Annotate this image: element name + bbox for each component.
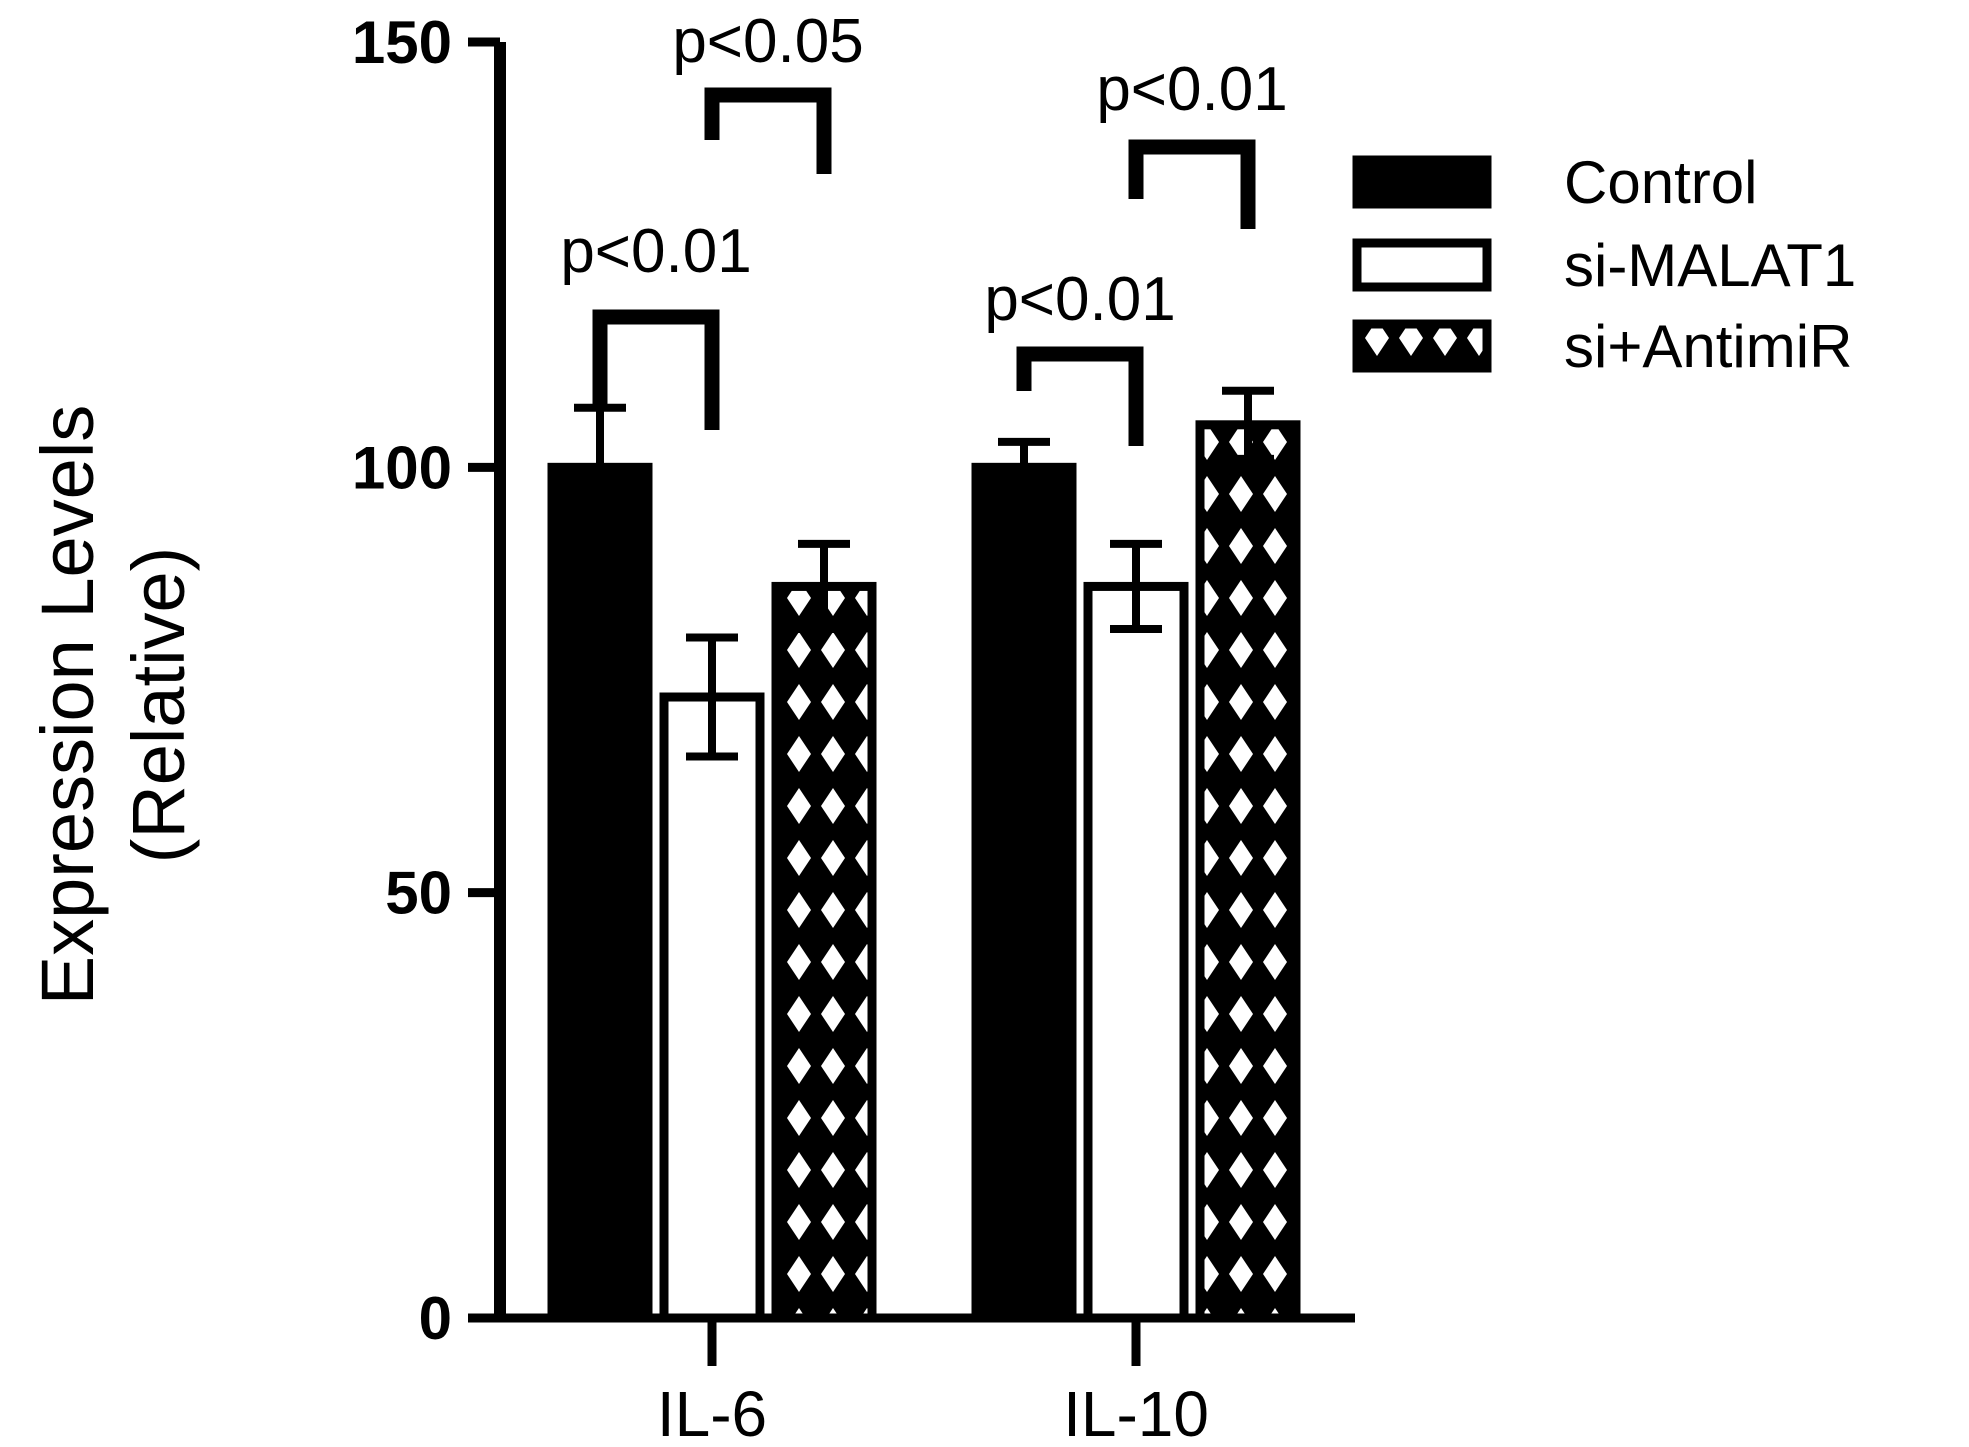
legend-label: si+AntimiR bbox=[1564, 313, 1852, 380]
error-bar-si-malat1-il-10 bbox=[1110, 539, 1162, 633]
bar-si-malat1-il-6 bbox=[659, 692, 765, 1323]
bar-control-il-6 bbox=[547, 462, 653, 1323]
bar-control-il-10 bbox=[971, 462, 1077, 1323]
y-tick-label-150: 150 bbox=[352, 9, 452, 76]
error-bar-si-antimir-il-6 bbox=[798, 539, 850, 633]
significance-bracket-1: p<0.01 bbox=[560, 217, 752, 430]
y-axis-title-line-1: Expression Levels bbox=[26, 405, 109, 1006]
legend-item-si-antimir: si+AntimiR bbox=[1352, 313, 1852, 380]
legend-swatch bbox=[1352, 155, 1492, 209]
bar-si-antimir-il-6 bbox=[771, 581, 877, 1323]
legend-label: si-MALAT1 bbox=[1564, 232, 1856, 299]
bar-si-malat1-il-10 bbox=[1083, 581, 1189, 1323]
legend-item-si-malat1: si-MALAT1 bbox=[1352, 232, 1856, 299]
y-tick-label-100: 100 bbox=[352, 434, 452, 501]
y-axis-title: Expression Levels (Relative) bbox=[26, 405, 200, 1006]
bar-si-antimir-il-10 bbox=[1195, 420, 1301, 1323]
legend-swatch bbox=[1352, 238, 1492, 292]
x-tick-label-il-6: IL-6 bbox=[657, 1378, 767, 1442]
error-bar-control-il-6 bbox=[574, 403, 626, 531]
bracket-line bbox=[592, 309, 720, 430]
bracket-line bbox=[1016, 346, 1144, 446]
bracket-line bbox=[1128, 139, 1256, 229]
y-tick-label-50: 50 bbox=[385, 860, 452, 927]
p-value-label: p<0.01 bbox=[984, 265, 1175, 334]
significance-bracket-3: p<0.01 bbox=[984, 265, 1176, 446]
error-bar-si-antimir-il-10 bbox=[1222, 386, 1274, 463]
legend-label: Control bbox=[1564, 149, 1757, 216]
p-value-label: p<0.05 bbox=[672, 7, 863, 76]
error-bar-si-malat1-il-6 bbox=[686, 633, 738, 761]
x-tick-label-il-10: IL-10 bbox=[1063, 1378, 1209, 1442]
significance-bracket-4: p<0.01 bbox=[1096, 55, 1288, 229]
significance-bracket-2: p<0.05 bbox=[672, 7, 864, 174]
p-value-label: p<0.01 bbox=[1096, 55, 1287, 124]
legend-item-control: Control bbox=[1352, 149, 1757, 216]
error-bar-control-il-10 bbox=[998, 437, 1050, 497]
bracket-line bbox=[704, 87, 832, 174]
y-tick-label-0: 0 bbox=[419, 1285, 452, 1352]
y-axis-title-line-2: (Relative) bbox=[117, 547, 200, 864]
p-value-label: p<0.01 bbox=[560, 217, 751, 286]
legend-swatch bbox=[1352, 319, 1492, 373]
